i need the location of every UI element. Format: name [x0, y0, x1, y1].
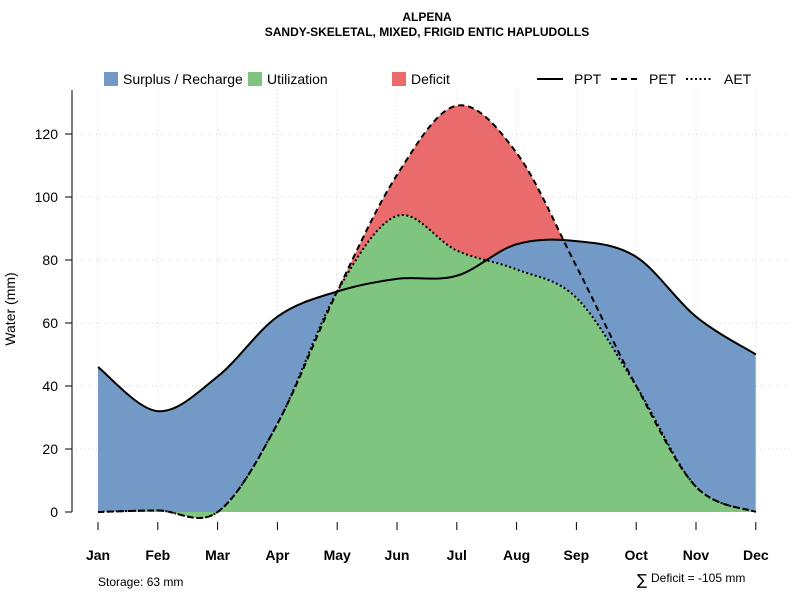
legend-swatch-deficit [392, 72, 406, 86]
y-tick-label: 0 [50, 504, 58, 520]
legend-label-utilization: Utilization [267, 71, 328, 87]
chart-subtitle: SANDY-SKELETAL, MIXED, FRIGID ENTIC HAPL… [265, 25, 589, 39]
y-tick-label: 40 [42, 378, 58, 394]
utilization-area [98, 214, 756, 519]
x-tick-label-jul: Jul [447, 547, 467, 563]
x-tick-label-feb: Feb [145, 547, 170, 563]
x-tick-label-apr: Apr [265, 547, 290, 563]
aet-line [97, 213, 757, 520]
x-tick-label-sep: Sep [564, 547, 590, 563]
chart-title: ALPENA [402, 10, 452, 24]
y-axis-label: Water (mm) [2, 272, 18, 345]
y-tick-label: 120 [35, 126, 59, 142]
x-tick-label-may: May [324, 547, 351, 563]
legend-swatch-surplus [104, 72, 118, 86]
legend-label-pet: PET [649, 71, 677, 87]
legend-label-surplus: Surplus / Recharge [123, 71, 243, 87]
x-tick-label-nov: Nov [683, 547, 710, 563]
legend-label-deficit: Deficit [411, 71, 450, 87]
legend: Surplus / Recharge Utilization Deficit P… [104, 71, 752, 87]
legend-swatch-utilization [248, 72, 262, 86]
x-tick-label-mar: Mar [205, 547, 230, 563]
y-tick-label: 80 [42, 252, 58, 268]
axes: 0 20 40 60 80 100 120 Jan Feb Mar Apr May Jun Jul Aug S… [35, 90, 769, 563]
y-tick-label: 20 [42, 441, 58, 457]
y-tick-label: 60 [42, 315, 58, 331]
deficit-sum-symbol: ∑ [637, 571, 647, 589]
x-tick-label-aug: Aug [503, 547, 530, 563]
storage-note: Storage: 63 mm [98, 575, 183, 589]
legend-label-ppt: PPT [574, 71, 602, 87]
deficit-note: Deficit = -105 mm [651, 571, 745, 585]
x-tick-label-jun: Jun [385, 547, 410, 563]
x-tick-label-oct: Oct [625, 547, 649, 563]
ppt-line [97, 238, 757, 413]
x-tick-label-dec: Dec [743, 547, 769, 563]
y-tick-label: 100 [35, 189, 59, 205]
x-tick-label-jan: Jan [86, 547, 110, 563]
legend-label-aet: AET [724, 71, 752, 87]
